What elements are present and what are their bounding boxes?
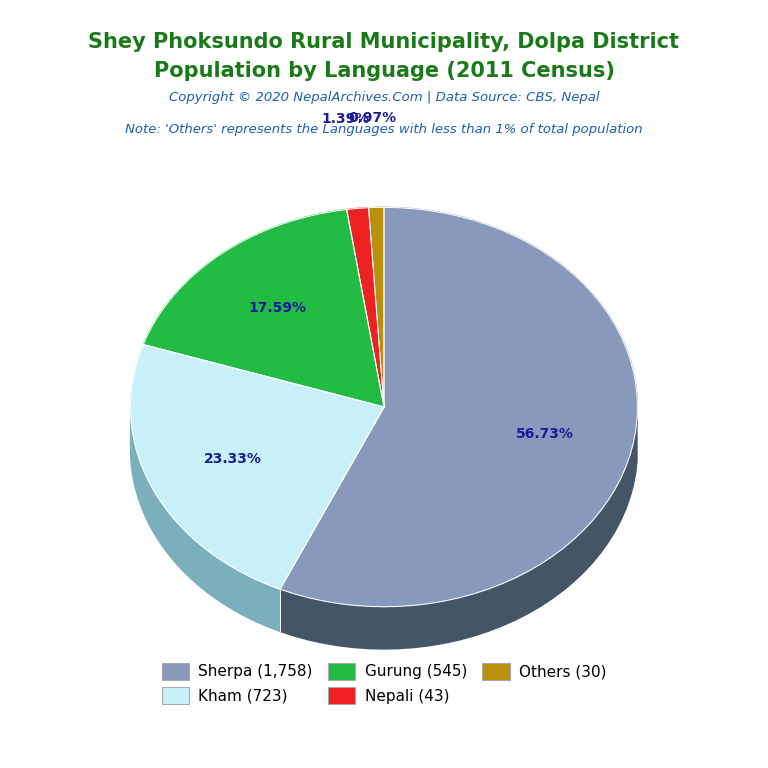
Polygon shape (131, 345, 384, 589)
Polygon shape (131, 408, 280, 631)
Text: 1.39%: 1.39% (322, 112, 370, 126)
Text: 0.97%: 0.97% (349, 111, 397, 124)
Polygon shape (144, 210, 384, 407)
Polygon shape (346, 207, 384, 407)
Text: Note: 'Others' represents the Languages with less than 1% of total population: Note: 'Others' represents the Languages … (125, 123, 643, 135)
Text: Shey Phoksundo Rural Municipality, Dolpa District: Shey Phoksundo Rural Municipality, Dolpa… (88, 32, 680, 52)
Text: 17.59%: 17.59% (249, 301, 306, 315)
Text: 23.33%: 23.33% (204, 452, 262, 466)
Text: 56.73%: 56.73% (516, 427, 574, 442)
Text: Copyright © 2020 NepalArchives.Com | Data Source: CBS, Nepal: Copyright © 2020 NepalArchives.Com | Dat… (169, 91, 599, 104)
Polygon shape (369, 207, 384, 407)
Legend: Sherpa (1,758), Kham (723), Gurung (545), Nepali (43), Others (30): Sherpa (1,758), Kham (723), Gurung (545)… (161, 663, 607, 704)
Polygon shape (280, 207, 637, 607)
Polygon shape (280, 419, 637, 649)
Text: Population by Language (2011 Census): Population by Language (2011 Census) (154, 61, 614, 81)
